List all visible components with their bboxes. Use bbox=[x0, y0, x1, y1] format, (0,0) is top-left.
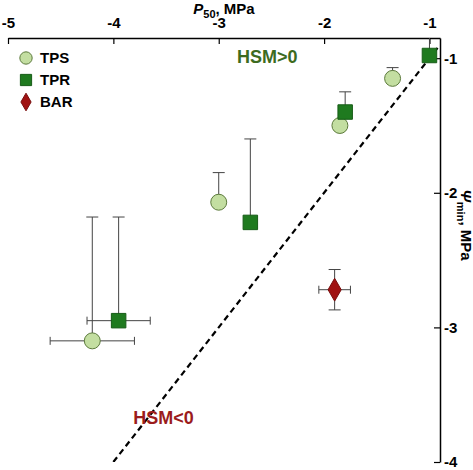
y-error-bar bbox=[250, 139, 251, 222]
y-tick-mark bbox=[434, 327, 440, 328]
x-error-cap bbox=[350, 286, 351, 294]
series-tps bbox=[84, 70, 400, 348]
legend-item: TPR bbox=[20, 71, 70, 88]
y-tick-label: -2 bbox=[444, 184, 457, 201]
error-bars bbox=[319, 270, 351, 310]
y-tick: -2 bbox=[434, 184, 457, 201]
point bbox=[84, 333, 100, 349]
legend-item: TPS bbox=[20, 49, 69, 66]
point bbox=[332, 118, 348, 134]
x-axis-line bbox=[9, 38, 441, 40]
x-tick-label: -2 bbox=[318, 14, 331, 31]
one-to-one-line bbox=[113, 45, 440, 462]
x-tick-mark bbox=[324, 38, 325, 44]
x-tick: -5 bbox=[2, 14, 15, 44]
x-error-cap bbox=[134, 337, 135, 345]
point bbox=[328, 278, 341, 301]
x-tick-mark bbox=[219, 38, 220, 44]
y-error-cap bbox=[339, 91, 351, 92]
y-error-cap bbox=[113, 217, 125, 218]
y-title-unit: , MPa bbox=[458, 221, 473, 261]
x-tick-mark bbox=[8, 38, 9, 44]
x-tick-mark bbox=[113, 38, 114, 44]
point bbox=[338, 105, 352, 119]
legend-swatch bbox=[21, 93, 31, 111]
y-tick-label: -1 bbox=[444, 49, 457, 66]
point bbox=[422, 48, 436, 62]
point bbox=[243, 215, 257, 229]
chart: -5-4-3-2-1-1-2-3-4P50, MPaΨmin, MPaHSM>0… bbox=[0, 0, 473, 470]
x-tick-label: -4 bbox=[107, 14, 121, 31]
y-error-cap bbox=[329, 269, 341, 270]
y-tick-mark bbox=[434, 193, 440, 194]
annotation: HSM>0 bbox=[237, 47, 298, 67]
y-tick: -4 bbox=[434, 453, 458, 470]
point bbox=[211, 194, 227, 210]
x-axis-title: P50, MPa bbox=[193, 0, 255, 20]
x-axis: -5-4-3-2-1 bbox=[2, 14, 441, 44]
error-bars bbox=[87, 217, 150, 325]
legend: TPS TPR BAR bbox=[20, 49, 73, 111]
x-error-cap bbox=[50, 337, 51, 345]
legend-item: BAR bbox=[21, 93, 73, 111]
point bbox=[385, 70, 401, 86]
x-title-subscript: 50 bbox=[203, 8, 215, 20]
y-error-cap bbox=[86, 217, 98, 218]
plot-area bbox=[50, 38, 440, 462]
legend-label: TPR bbox=[40, 71, 70, 88]
y-error-bar bbox=[92, 217, 93, 341]
y-error-cap bbox=[329, 309, 341, 310]
y-axis: -1 -2 -3 -4 bbox=[434, 39, 458, 470]
y-tick-label: -3 bbox=[444, 319, 457, 336]
y-error-bar bbox=[118, 217, 119, 321]
y-tick: -3 bbox=[434, 319, 457, 336]
legend-swatch bbox=[20, 74, 31, 85]
annotation: HSM<0 bbox=[133, 408, 194, 428]
y-axis-title: Ψmin, MPa bbox=[455, 189, 473, 261]
point bbox=[111, 313, 125, 327]
y-error-cap bbox=[213, 172, 225, 173]
error-bars bbox=[244, 139, 256, 222]
y-axis-line bbox=[440, 39, 442, 463]
y-tick: -1 bbox=[434, 49, 457, 66]
x-error-cap bbox=[150, 317, 151, 325]
x-title-unit: , MPa bbox=[216, 0, 256, 17]
x-tick-label: -5 bbox=[2, 14, 15, 31]
series-bar bbox=[328, 278, 341, 301]
y-tick-mark bbox=[434, 462, 440, 463]
x-error-cap bbox=[87, 317, 88, 325]
x-tick: -4 bbox=[107, 14, 121, 44]
legend-label: TPS bbox=[40, 49, 69, 66]
x-error-cap bbox=[318, 286, 319, 294]
series-tpr bbox=[111, 48, 436, 328]
y-title-subscript: min bbox=[455, 202, 467, 222]
legend-label: BAR bbox=[40, 93, 73, 110]
y-error-cap bbox=[387, 67, 399, 68]
y-error-cap bbox=[244, 138, 256, 139]
error-bars bbox=[50, 217, 134, 345]
x-tick: -2 bbox=[318, 14, 331, 44]
x-tick-label: -1 bbox=[423, 14, 436, 31]
y-title-symbol: Ψ bbox=[458, 189, 473, 202]
y-tick-label: -4 bbox=[444, 453, 458, 470]
legend-swatch bbox=[20, 52, 32, 64]
